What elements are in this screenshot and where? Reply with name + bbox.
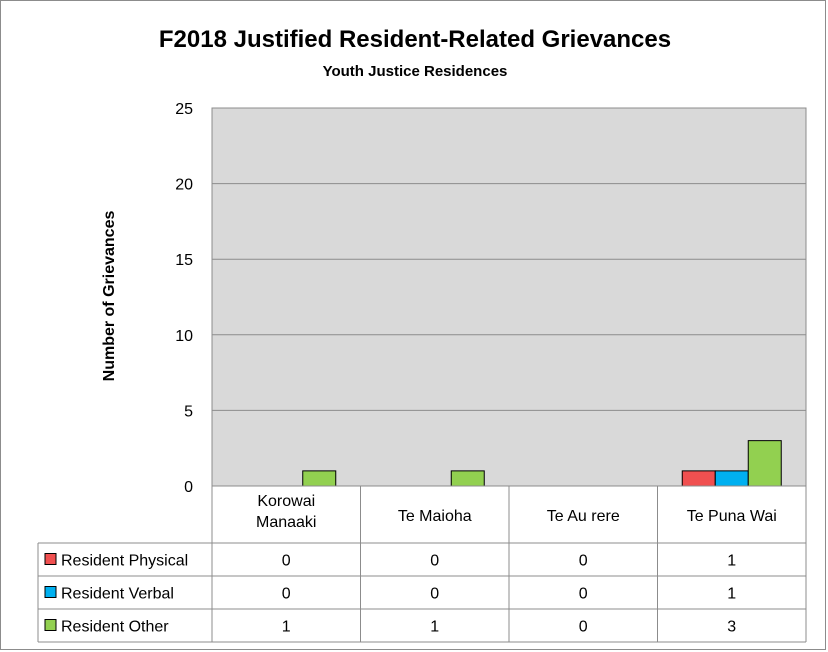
legend-label: Resident Other [61, 619, 169, 636]
y-tick-label: 0 [184, 479, 193, 496]
data-label: 0 [579, 619, 588, 636]
y-axis-label: Number of Grievances [101, 211, 118, 382]
data-label: 0 [430, 586, 439, 603]
bar [714, 470, 749, 487]
data-label: 1 [727, 553, 736, 570]
data-label: 0 [579, 586, 588, 603]
y-tick-label: 25 [175, 101, 193, 118]
y-tick-label: 15 [175, 252, 193, 269]
bar [302, 470, 337, 487]
y-tick-label: 10 [175, 328, 193, 345]
gridlines [211, 107, 806, 486]
data-table: Korowai Manaaki Te Maioha Te Au rere Te Puna… [37, 485, 807, 643]
bar [450, 470, 485, 487]
y-tick-labels: 0 5 10 15 20 25 [175, 101, 193, 496]
data-label: 0 [282, 553, 291, 570]
category-label: Korowai [257, 493, 315, 510]
data-label: 1 [727, 586, 736, 603]
chart-title: F2018 Justified Resident-Related Grievan… [159, 26, 671, 53]
data-label: 3 [727, 619, 736, 636]
data-label: 1 [282, 619, 291, 636]
category-label: Te Maioha [398, 508, 472, 525]
bar [747, 440, 782, 487]
legend-swatch [44, 553, 57, 565]
y-tick-label: 5 [184, 403, 193, 420]
category-label: Manaaki [256, 514, 316, 531]
data-label: 0 [579, 553, 588, 570]
chart-subtitle: Youth Justice Residences [323, 63, 508, 80]
legend-swatch [44, 586, 57, 598]
y-tick-label: 20 [175, 177, 193, 194]
category-label: Te Puna Wai [687, 508, 777, 525]
category-label: Te Au rere [547, 508, 620, 525]
plot-area [211, 107, 807, 487]
legend-label: Resident Physical [61, 553, 188, 570]
bars [302, 440, 782, 487]
legend-swatch [44, 619, 57, 631]
data-label: 0 [430, 553, 439, 570]
bar [681, 470, 716, 487]
legend-label: Resident Verbal [61, 586, 174, 603]
data-label: 1 [430, 619, 439, 636]
data-label: 0 [282, 586, 291, 603]
